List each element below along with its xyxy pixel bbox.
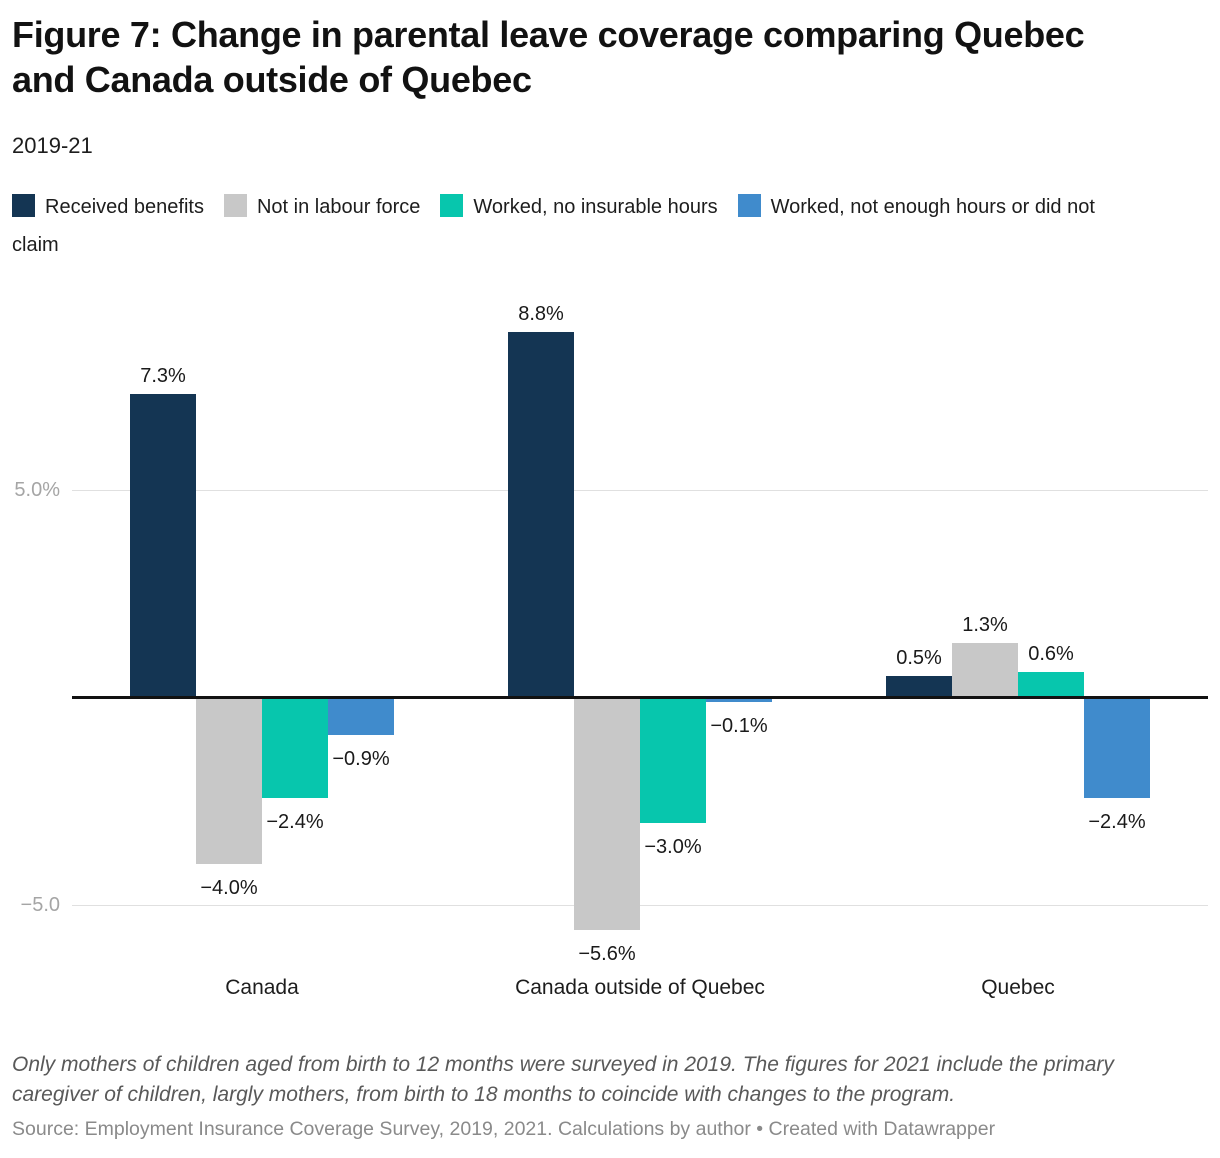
bar-value-label: −2.4% [1088,810,1146,833]
bar-value-label: −3.0% [644,835,702,858]
bar-quebec-series-3 [1018,672,1084,697]
chart-footnote: Only mothers of children aged from birth… [12,1053,1114,1106]
bar-value-label: 7.3% [140,365,186,388]
y-axis-tick-label: 5.0% [14,478,60,501]
bar-canada-series-3 [262,698,328,798]
x-axis-category-label: Canada outside of Quebec [515,976,765,999]
bar-value-label: −4.0% [200,877,258,899]
bar-chart-plot: 5.0% −5.0 7.3% 8.8% 0.5% −4.0% −5.6% 1.3% −2.4% −… [0,270,1220,1010]
bar-value-label: −0.1% [710,715,768,738]
bar-value-label: −5.6% [578,943,636,966]
legend-color-swatch-icon [12,194,35,217]
legend-item-label: Not in labour force [256,196,421,218]
legend-item: Worked, not enough hours or did not clai… [12,194,1095,256]
bar-value-label: 0.6% [1028,643,1074,666]
page-title: Figure 7: Change in parental leave cover… [12,14,1085,100]
bar-canada-outside-of-quebec-series-3 [640,698,706,823]
legend-color-swatch-icon [223,194,247,217]
bar-value-label: −0.9% [332,748,390,771]
bar-quebec-series-4 [1084,698,1150,798]
bar-value-label: 1.3% [962,614,1008,637]
bar-canada-series-1 [130,394,196,697]
chart-source: Source: Employment Insurance Coverage Su… [12,1118,996,1140]
bar-quebec-series-2 [952,643,1018,697]
zero-baseline [72,695,1208,699]
x-axis-category-label: Canada [225,976,299,999]
bar-value-label: 8.8% [518,302,564,325]
legend-item: Worked, no insurable hours [440,194,737,218]
legend-item-label: Worked, no insurable hours [473,196,718,218]
x-axis-category-label: Quebec [981,976,1055,999]
chart-legend: Received benefits Not in labour force Work… [12,188,1097,264]
legend-item-label: Received benefits [45,196,204,218]
bar-value-label: 0.5% [896,647,942,670]
bar-canada-series-2 [196,698,262,864]
bar-value-label: −2.4% [266,810,324,833]
y-gridline [72,489,1208,491]
y-axis-tick-label: −5.0 [20,893,60,916]
legend-item: Not in labour force [223,194,440,218]
legend-item: Received benefits [12,194,224,218]
bar-canada-outside-of-quebec-series-2 [574,698,640,931]
legend-item-label: Worked, not enough hours or did not clai… [12,196,1095,256]
bar-canada-outside-of-quebec-series-4 [706,698,772,703]
bar-canada-series-4 [328,698,394,736]
legend-color-swatch-icon [440,194,464,217]
y-gridline [72,904,1208,906]
bar-quebec-series-1 [886,676,952,697]
legend-color-swatch-icon [737,194,761,217]
bar-canada-outside-of-quebec-series-1 [508,331,574,697]
chart-subtitle: 2019-21 [12,133,93,158]
